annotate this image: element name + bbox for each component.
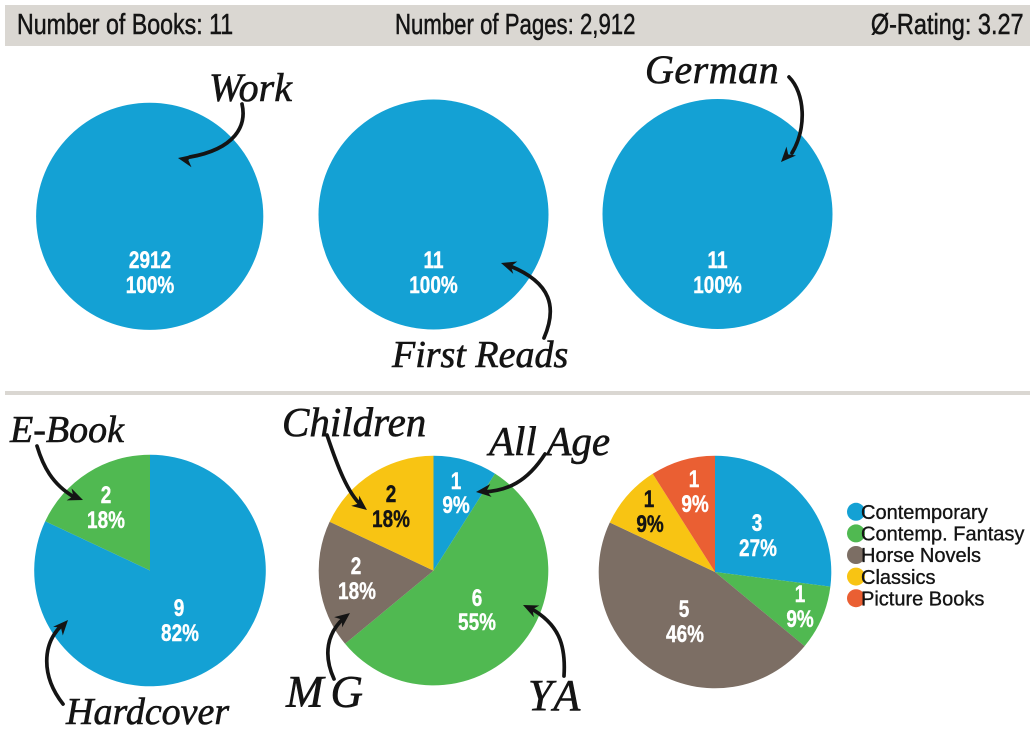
svg-text:46%: 46% <box>666 620 704 648</box>
svg-text:9: 9 <box>174 594 185 622</box>
svg-text:27%: 27% <box>739 534 777 562</box>
svg-text:9%: 9% <box>681 490 708 518</box>
svg-text:55%: 55% <box>458 608 496 636</box>
svg-text:2: 2 <box>386 480 397 508</box>
svg-text:3: 3 <box>752 509 763 537</box>
svg-text:Horse Novels: Horse Novels <box>861 545 981 567</box>
svg-text:1: 1 <box>689 465 700 493</box>
svg-text:11: 11 <box>423 246 443 274</box>
svg-text:5: 5 <box>679 595 690 623</box>
svg-text:82%: 82% <box>161 619 199 647</box>
svg-text:2: 2 <box>101 481 112 509</box>
svg-text:100%: 100% <box>409 271 457 299</box>
svg-text:1: 1 <box>644 485 655 513</box>
svg-text:18%: 18% <box>372 505 410 533</box>
svg-text:2912: 2912 <box>129 246 171 274</box>
svg-text:1: 1 <box>451 467 462 495</box>
svg-text:Contemporary: Contemporary <box>861 502 988 524</box>
svg-text:18%: 18% <box>87 506 125 534</box>
svg-text:2: 2 <box>351 552 362 580</box>
svg-text:Contemp. Fantasy: Contemp. Fantasy <box>861 524 1024 546</box>
svg-text:1: 1 <box>795 580 806 608</box>
svg-text:9%: 9% <box>786 605 813 633</box>
svg-text:Classics: Classics <box>861 567 935 589</box>
svg-text:9%: 9% <box>636 510 663 538</box>
svg-text:11: 11 <box>707 246 727 274</box>
svg-text:100%: 100% <box>126 271 174 299</box>
svg-text:18%: 18% <box>338 577 376 605</box>
svg-text:6: 6 <box>472 584 483 612</box>
svg-text:Picture Books: Picture Books <box>861 588 984 610</box>
svg-text:9%: 9% <box>442 491 469 519</box>
svg-text:100%: 100% <box>693 271 741 299</box>
